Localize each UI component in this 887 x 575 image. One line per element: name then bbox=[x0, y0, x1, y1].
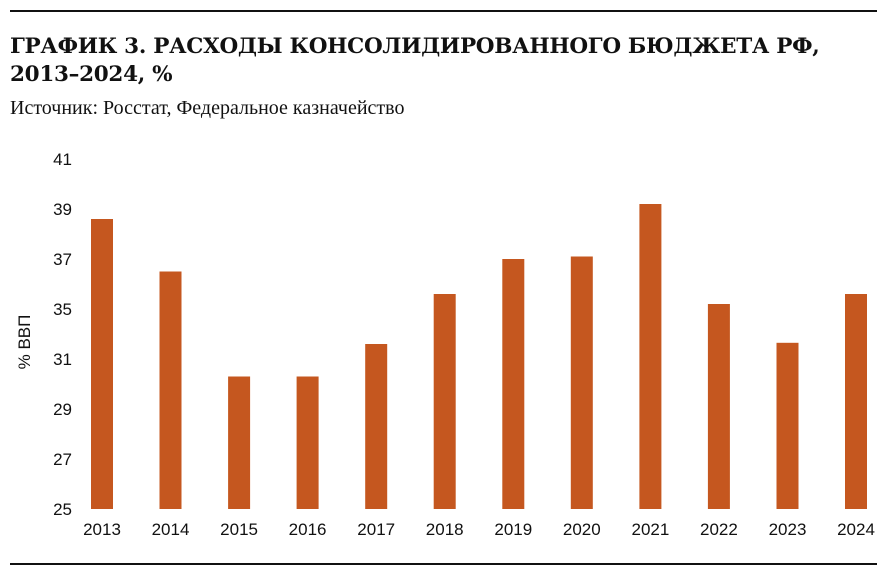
chart-title: ГРАФИК 3. РАСХОДЫ КОНСОЛИДИРОВАННОГО БЮД… bbox=[10, 33, 880, 89]
x-tick-label: 2014 bbox=[152, 520, 190, 539]
bar-2024 bbox=[845, 294, 867, 509]
y-tick-label: 37 bbox=[53, 250, 72, 269]
x-tick-label: 2021 bbox=[631, 520, 669, 539]
x-tick-label: 2013 bbox=[83, 520, 121, 539]
y-tick-label: 41 bbox=[53, 150, 72, 169]
chart-title-line-1: ГРАФИК 3. РАСХОДЫ КОНСОЛИДИРОВАННОГО БЮД… bbox=[10, 34, 820, 59]
y-tick-label: 39 bbox=[53, 200, 72, 219]
x-tick-label: 2019 bbox=[494, 520, 532, 539]
x-tick-label: 2017 bbox=[357, 520, 395, 539]
y-axis-label: % ВВП bbox=[15, 315, 34, 370]
chart-source: Источник: Росстат, Федеральное казначейс… bbox=[10, 97, 405, 119]
bar-2020 bbox=[570, 256, 593, 509]
bottom-rule bbox=[10, 563, 877, 565]
top-rule bbox=[10, 10, 877, 12]
bar-2018 bbox=[433, 294, 456, 509]
bar-2022 bbox=[707, 304, 730, 509]
bar-2021 bbox=[639, 204, 662, 509]
x-tick-label: 2020 bbox=[563, 520, 601, 539]
chart-title-line-2: 2013–2024, % bbox=[10, 62, 173, 87]
bar-2019 bbox=[502, 259, 525, 509]
y-tick-label: 25 bbox=[53, 500, 72, 519]
y-tick-label: 31 bbox=[53, 350, 72, 369]
x-tick-label: 2022 bbox=[700, 520, 738, 539]
x-tick-label: 2015 bbox=[220, 520, 258, 539]
y-axis-ticks: 25 27 29 31 35 37 39 41 bbox=[53, 150, 72, 519]
bar-2016 bbox=[296, 376, 319, 509]
x-axis-ticks: 2013 2014 2015 2016 2017 2018 2019 2020 2021 2022… bbox=[83, 520, 875, 539]
x-tick-label: 2016 bbox=[289, 520, 327, 539]
bar-2015 bbox=[228, 376, 251, 509]
y-tick-label: 29 bbox=[53, 400, 72, 419]
x-tick-label: 2018 bbox=[426, 520, 464, 539]
bar-2014 bbox=[159, 271, 182, 509]
bar-2017 bbox=[365, 344, 388, 509]
bar-2013 bbox=[91, 219, 113, 509]
x-tick-label: 2023 bbox=[769, 520, 807, 539]
bars-group bbox=[91, 204, 867, 509]
y-tick-label: 27 bbox=[53, 450, 72, 469]
bar-2023 bbox=[776, 342, 799, 509]
y-tick-label: 35 bbox=[53, 300, 72, 319]
x-tick-label: 2024 bbox=[837, 520, 875, 539]
